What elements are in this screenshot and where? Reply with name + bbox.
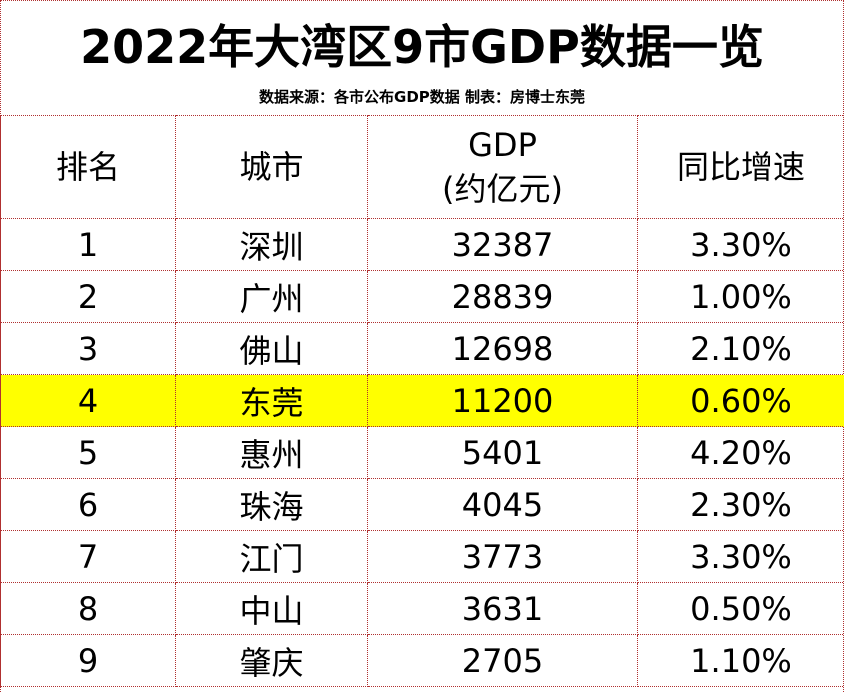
cell-rank[interactable]: 8 [0,582,176,635]
cell-city[interactable]: 肇庆 [175,634,368,687]
cell-gdp[interactable]: 28839 [367,270,638,323]
cell-gdp[interactable]: 4045 [367,478,638,531]
cell-rank[interactable]: 1 [0,218,176,271]
header-row: 排名 城市 GDP (约亿元) 同比增速 [0,115,844,219]
table-row: 3 佛山 12698 2.10% [0,322,844,375]
cell-city[interactable]: 广州 [175,270,368,323]
cell-city[interactable]: 深圳 [175,218,368,271]
header-city[interactable]: 城市 [175,115,368,219]
cell-rank[interactable]: 4 [0,374,176,427]
table-row: 5 惠州 5401 4.20% [0,426,844,479]
cell-rank[interactable]: 7 [0,530,176,583]
table-row: 9 肇庆 2705 1.10% [0,634,844,687]
cell-growth[interactable]: 2.10% [637,322,844,375]
table-row: 4 东莞 11200 0.60% [0,374,844,427]
grid-border-top [0,0,844,2]
header-gdp[interactable]: GDP (约亿元) [367,115,638,219]
cell-gdp[interactable]: 12698 [367,322,638,375]
cell-city[interactable]: 中山 [175,582,368,635]
cell-gdp[interactable]: 3773 [367,530,638,583]
table-row: 7 江门 3773 3.30% [0,530,844,583]
header-gdp-unit: (约亿元) [442,170,563,208]
cell-city[interactable]: 惠州 [175,426,368,479]
cell-rank[interactable]: 6 [0,478,176,531]
table-row: 2 广州 28839 1.00% [0,270,844,323]
cell-growth[interactable]: 1.10% [637,634,844,687]
cell-gdp[interactable]: 2705 [367,634,638,687]
cell-rank[interactable]: 5 [0,426,176,479]
table-row: 6 珠海 4045 2.30% [0,478,844,531]
cell-rank[interactable]: 3 [0,322,176,375]
gdp-table: 排名 城市 GDP (约亿元) 同比增速 1 深圳 32387 3.30% 2 广州 288… [0,115,844,687]
cell-city[interactable]: 江门 [175,530,368,583]
table-row: 8 中山 3631 0.50% [0,582,844,635]
table-title: 2022年大湾区9市GDP数据一览 [80,20,764,74]
cell-growth[interactable]: 0.60% [637,374,844,427]
header-growth[interactable]: 同比增速 [637,115,844,219]
cell-growth[interactable]: 3.30% [637,218,844,271]
cell-city[interactable]: 东莞 [175,374,368,427]
cell-growth[interactable]: 4.20% [637,426,844,479]
cell-growth[interactable]: 1.00% [637,270,844,323]
cell-rank[interactable]: 2 [0,270,176,323]
header-rank[interactable]: 排名 [0,115,176,219]
table-subtitle: 数据来源：各市公布GDP数据 制表：房博士东莞 [259,87,585,106]
cell-gdp[interactable]: 11200 [367,374,638,427]
cell-growth[interactable]: 3.30% [637,530,844,583]
cell-city[interactable]: 珠海 [175,478,368,531]
cell-gdp[interactable]: 3631 [367,582,638,635]
cell-gdp[interactable]: 5401 [367,426,638,479]
cell-rank[interactable]: 9 [0,634,176,687]
cell-gdp[interactable]: 32387 [367,218,638,271]
cell-growth[interactable]: 2.30% [637,478,844,531]
table-row: 1 深圳 32387 3.30% [0,218,844,271]
header-gdp-label: GDP [468,126,537,164]
cell-growth[interactable]: 0.50% [637,582,844,635]
cell-city[interactable]: 佛山 [175,322,368,375]
